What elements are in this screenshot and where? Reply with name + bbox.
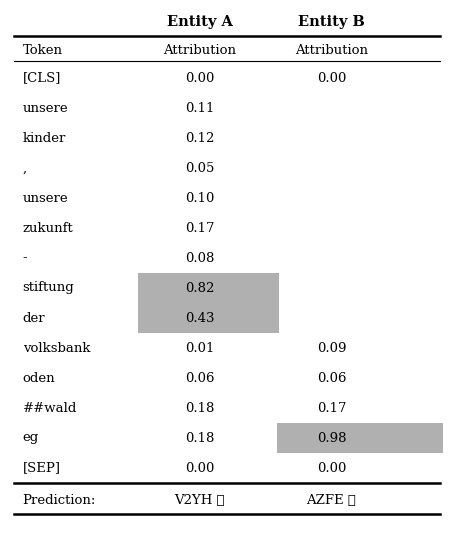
- Text: ##wald: ##wald: [23, 401, 77, 415]
- Text: 0.05: 0.05: [185, 161, 214, 175]
- Text: 0.01: 0.01: [185, 341, 214, 355]
- Text: eg: eg: [23, 431, 39, 444]
- Text: Entity A: Entity A: [167, 15, 233, 29]
- Text: 0.18: 0.18: [185, 431, 214, 444]
- Text: 0.12: 0.12: [185, 132, 214, 145]
- Text: Attribution: Attribution: [163, 43, 236, 57]
- Text: Token: Token: [23, 43, 63, 57]
- Text: der: der: [23, 311, 45, 325]
- Text: 0.00: 0.00: [317, 72, 346, 85]
- Text: 0.43: 0.43: [185, 311, 214, 325]
- Text: 0.11: 0.11: [185, 102, 214, 115]
- Text: 0.09: 0.09: [317, 341, 346, 355]
- Bar: [138, 273, 279, 303]
- Text: unsere: unsere: [23, 102, 68, 115]
- Text: 0.08: 0.08: [185, 251, 214, 265]
- Text: ,: ,: [23, 161, 27, 175]
- Text: oden: oden: [23, 371, 55, 385]
- Text: stiftung: stiftung: [23, 281, 74, 295]
- Text: unsere: unsere: [23, 191, 68, 205]
- Text: [SEP]: [SEP]: [23, 461, 61, 474]
- Text: 0.10: 0.10: [185, 191, 214, 205]
- Text: 0.00: 0.00: [185, 72, 214, 85]
- Text: 0.17: 0.17: [317, 401, 346, 415]
- Bar: [138, 303, 279, 333]
- Text: 0.06: 0.06: [317, 371, 346, 385]
- Text: zukunft: zukunft: [23, 221, 74, 235]
- Text: -: -: [23, 251, 27, 265]
- Text: Attribution: Attribution: [295, 43, 368, 57]
- Text: 0.82: 0.82: [185, 281, 214, 295]
- Text: 0.17: 0.17: [185, 221, 214, 235]
- Text: Prediction:: Prediction:: [23, 494, 96, 507]
- Bar: [277, 423, 443, 453]
- Text: 0.06: 0.06: [185, 371, 214, 385]
- Text: 0.18: 0.18: [185, 401, 214, 415]
- Text: AZFE ✓: AZFE ✓: [306, 494, 356, 507]
- Text: kinder: kinder: [23, 132, 66, 145]
- Text: Entity B: Entity B: [298, 15, 365, 29]
- Text: volksbank: volksbank: [23, 341, 90, 355]
- Text: [CLS]: [CLS]: [23, 72, 61, 85]
- Text: 0.00: 0.00: [185, 461, 214, 474]
- Text: 0.00: 0.00: [317, 461, 346, 474]
- Text: V2YH ✓: V2YH ✓: [174, 494, 225, 507]
- Text: 0.98: 0.98: [317, 431, 346, 444]
